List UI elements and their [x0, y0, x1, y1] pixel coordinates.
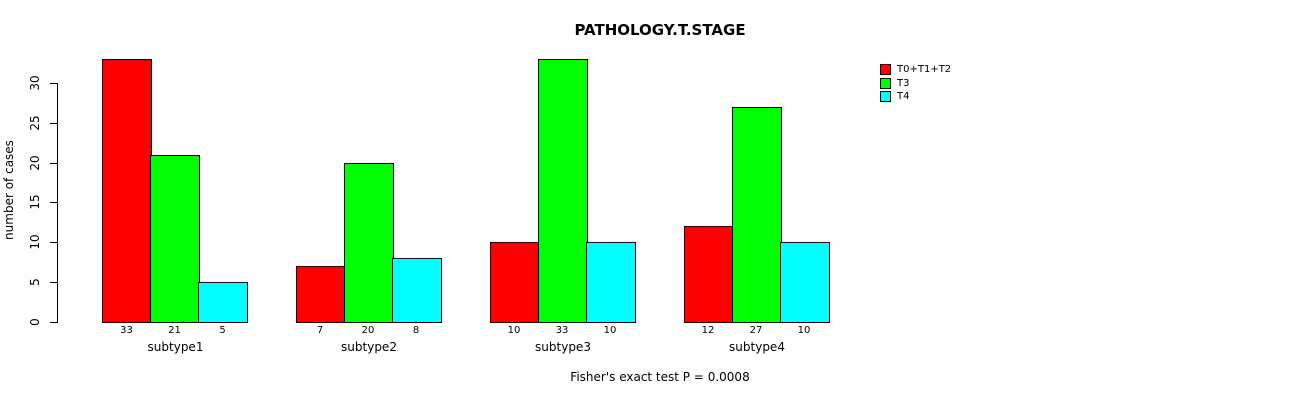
- category-label: subtype3: [535, 340, 591, 354]
- bar-T4-subtype1: [198, 282, 248, 323]
- bar-value-label: 8: [412, 325, 420, 336]
- legend-swatch: [880, 64, 891, 75]
- bar-value-label: 5: [219, 325, 226, 336]
- bar-T4-subtype4: [779, 242, 830, 323]
- bar-T3-subtype2: [343, 163, 394, 323]
- legend-swatch: [880, 91, 891, 102]
- bar-value-label: 33: [120, 325, 133, 336]
- bar-T3-subtype4: [731, 107, 782, 323]
- bar-T0+T1+T2-subtype1: [102, 59, 152, 323]
- y-axis-tick: [50, 163, 57, 164]
- bar-T0+T1+T2-subtype2: [295, 266, 346, 323]
- bar-value-label: 10: [797, 325, 811, 336]
- legend-label: T4: [897, 91, 910, 102]
- y-axis-tick: [50, 322, 57, 323]
- bar-T0+T1+T2-subtype4: [683, 226, 734, 323]
- y-axis-tick-label: 5: [28, 278, 42, 286]
- y-axis-tick-label: 25: [28, 115, 42, 131]
- y-axis-tick: [50, 83, 57, 84]
- category-label: subtype2: [341, 340, 397, 354]
- y-axis-tick-label: 0: [28, 318, 42, 326]
- bar-T4-subtype3: [585, 242, 636, 323]
- y-axis-tick-label: 15: [28, 194, 42, 210]
- legend-label: T3: [897, 78, 910, 89]
- annotation-text: Fisher's exact test P = 0.0008: [570, 370, 750, 384]
- bar-value-label: 7: [316, 325, 324, 336]
- bar-T0+T1+T2-subtype3: [489, 242, 540, 323]
- legend-label: T0+T1+T2: [897, 64, 952, 75]
- bar-value-label: 10: [507, 325, 521, 336]
- y-axis-line: [57, 83, 58, 323]
- bar-value-label: 27: [749, 325, 763, 336]
- y-axis-tick: [50, 202, 57, 203]
- bar-value-label: 10: [603, 325, 617, 336]
- y-axis-tick-label: 20: [28, 155, 42, 171]
- category-label: subtype1: [147, 340, 204, 354]
- bar-T3-subtype3: [537, 59, 588, 323]
- bar-T3-subtype1: [150, 155, 200, 323]
- category-label: subtype4: [729, 340, 785, 354]
- bar-T4-subtype2: [391, 258, 442, 323]
- y-axis-tick: [50, 282, 57, 283]
- bar-value-label: 20: [361, 325, 375, 336]
- y-axis-label: number of cases: [2, 140, 16, 240]
- y-axis-tick-label: 10: [28, 234, 42, 250]
- bar-value-label: 21: [168, 325, 181, 336]
- bar-value-label: 33: [555, 325, 569, 336]
- bar-value-label: 12: [701, 325, 715, 336]
- chart-title: PATHOLOGY.T.STAGE: [574, 21, 746, 39]
- y-axis-tick: [50, 123, 57, 124]
- legend-swatch: [880, 78, 891, 89]
- y-axis-tick: [50, 242, 57, 243]
- y-axis-tick-label: 30: [28, 75, 42, 91]
